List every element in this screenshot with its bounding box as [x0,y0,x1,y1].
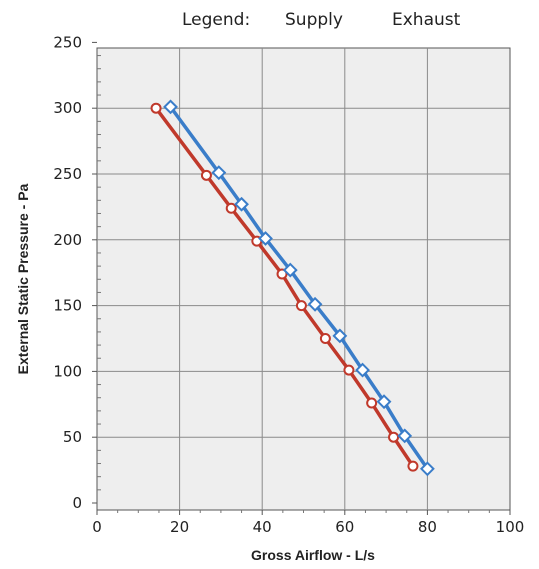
y-tick-label: 150 [53,297,82,315]
data-point-exhaust [397,428,413,444]
data-point-supply [366,397,378,409]
data-point-supply [407,460,419,472]
data-point-supply [276,268,288,280]
y-axis: 0 50 100 150 200 250 300 250 [53,33,101,512]
data-point-supply [225,202,237,214]
data-point-exhaust [332,328,348,344]
data-point-exhaust [419,461,435,477]
data-point-supply [343,364,355,376]
data-point-supply [150,102,162,114]
y-tick-label: 200 [53,231,82,249]
y-tick-label: 300 [53,99,82,117]
y-tick-label: 0 [72,494,82,512]
data-point-exhaust [163,99,178,115]
y-tick-label: 250 [53,33,82,51]
data-point-exhaust [307,296,323,312]
y-axis-title: External Static Pressure - Pa [15,183,31,374]
y-tick-label: 50 [63,428,82,446]
x-tick-label: 40 [253,518,272,536]
data-point-exhaust [376,394,392,410]
data-point-supply [295,300,307,312]
data-point-supply [319,333,331,344]
data-point-exhaust [355,362,370,378]
legend-entry-supply: Supply [285,10,343,30]
y-tick-label: 250 [53,165,82,183]
x-tick-label: 80 [418,518,437,536]
y-tick-label: 100 [53,362,82,380]
x-tick-label: 20 [170,518,189,536]
x-tick-label: 100 [496,518,525,536]
x-tick-label: 60 [335,518,354,536]
data-point-exhaust [258,231,273,246]
x-tick-label: 0 [92,518,102,536]
legend-entry-exhaust: Exhaust [392,10,461,30]
x-axis: 0 20 40 60 80 100 [92,510,524,536]
series-group [150,99,435,477]
legend-label: Legend: [182,10,250,30]
plot-area [96,47,511,511]
data-point-supply [388,431,400,443]
grid-lines [97,48,510,510]
data-point-exhaust [282,262,298,278]
data-point-exhaust [211,165,227,181]
data-point-supply [200,169,212,181]
data-point-exhaust [234,196,249,212]
x-axis-title: Gross Airflow - L/s [251,547,375,563]
